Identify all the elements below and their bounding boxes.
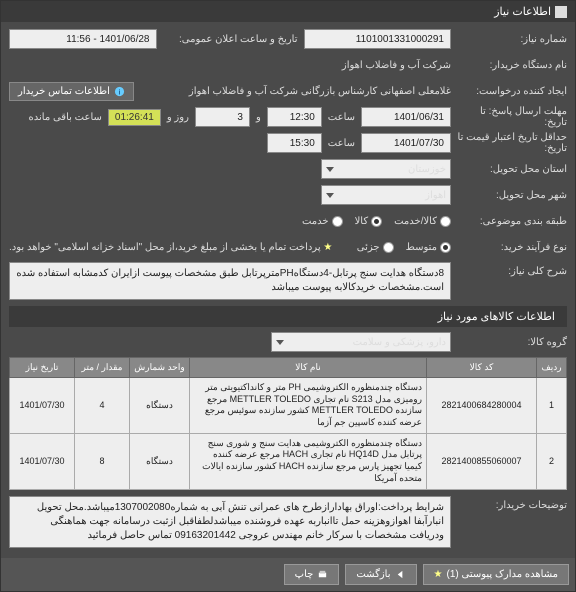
class-label: طبقه بندی موضوعی: [457, 216, 567, 227]
cell-unit: دستگاه [130, 433, 190, 489]
proc-label: نوع فرآیند خرید: [457, 242, 567, 253]
attach-label: مشاهده مدارک پیوستی (1) [446, 569, 558, 580]
title-text: اطلاعات نیاز [494, 5, 551, 18]
print-button[interactable]: چاپ [284, 564, 340, 585]
proc-radio-group: متوسط جزئی [357, 242, 451, 253]
opt1-label: کالا/خدمت [394, 216, 437, 227]
th-date: تاریخ نیاز [10, 358, 75, 378]
table-row: 22821400855060007دستگاه چندمنظوره الکترو… [10, 433, 567, 489]
buyer-desc-label: توضیحات خریدار: [457, 496, 567, 511]
attachments-button[interactable]: مشاهده مدارک پیوستی (1) ★ [423, 564, 570, 585]
proc2-label: جزئی [357, 242, 380, 253]
city-value: اهواز [425, 190, 446, 201]
deadline-date: 1401/06/31 [361, 107, 451, 127]
cell-unit: دستگاه [130, 378, 190, 434]
desc-textarea[interactable]: 8دستگاه هدایت سنج پرتابل-4دستگاهPHمترپرت… [9, 262, 451, 300]
cell-qty: 4 [75, 378, 130, 434]
cell-date: 1401/07/30 [10, 433, 75, 489]
form-content: شماره نیاز: 1101001331000291 تاریخ و ساع… [1, 22, 575, 558]
table-header-row: ردیف کد کالا نام کالا واحد شمارش مقدار /… [10, 358, 567, 378]
back-button[interactable]: بازگشت [345, 564, 416, 585]
radio-service[interactable] [332, 216, 343, 227]
contact-buyer-button[interactable]: i اطلاعات تماس خریدار [9, 82, 134, 101]
req-num-label: شماره نیاز: [457, 34, 567, 45]
days-value: 3 [195, 107, 250, 127]
chevron-down-icon [326, 167, 334, 172]
cell-code: 2821400684280004 [427, 378, 537, 434]
chevron-down-icon [326, 193, 334, 198]
cell-date: 1401/07/30 [10, 378, 75, 434]
buyer-org-value: شرکت آب و فاضلاب اهواز [342, 60, 451, 71]
th-unit: واحد شمارش [130, 358, 190, 378]
radio-medium[interactable] [440, 242, 451, 253]
province-value: خوزستان [408, 164, 446, 175]
group-select[interactable]: دارو، پزشکی و سلامت [271, 332, 451, 352]
creator-value: غلامعلی اصفهانی کارشناس بازرگانی شرکت آب… [140, 86, 451, 97]
creator-label: ایجاد کننده درخواست: [457, 86, 567, 97]
deadline-label: مهلت ارسال پاسخ: تا تاریخ: [457, 106, 567, 128]
valid-date: 1401/07/30 [361, 133, 451, 153]
opt3-label: خدمت [302, 216, 329, 227]
days-and-label: روز و [167, 112, 189, 123]
buyer-org-label: نام دستگاه خریدار: [457, 60, 567, 71]
radio-minor[interactable] [383, 242, 394, 253]
table-row: 12821400684280004دستگاه چندمنظوره الکترو… [10, 378, 567, 434]
back-label: بازگشت [356, 569, 390, 580]
opt2-label: کالا [355, 216, 369, 227]
desc-label: شرح کلی نیاز: [457, 262, 567, 277]
buyer-desc-textarea[interactable]: شرایط پرداخت:اوراق بهادارازطرح های عمران… [9, 496, 451, 548]
window-icon [555, 6, 567, 18]
req-num-value: 1101001331000291 [304, 29, 452, 49]
and-label: و [256, 112, 261, 123]
th-qty: مقدار / متر [75, 358, 130, 378]
pay-note-text: پرداخت تمام یا بخشی از مبلغ خرید،از محل … [9, 242, 321, 253]
chevron-down-icon [276, 340, 284, 345]
class-radio-group: کالا/خدمت کالا خدمت [302, 216, 451, 227]
title-bar: اطلاعات نیاز [1, 1, 575, 22]
announce-label: تاریخ و ساعت اعلان عمومی: [163, 34, 298, 45]
announce-value: 1401/06/28 - 11:56 [9, 29, 157, 49]
th-code: کد کالا [427, 358, 537, 378]
cell-qty: 8 [75, 433, 130, 489]
group-label: گروه کالا: [457, 337, 567, 348]
th-name: نام کالا [190, 358, 427, 378]
city-label: شهر محل تحویل: [457, 190, 567, 201]
countdown-timer: 01:26:41 [108, 109, 161, 126]
items-section-header: اطلاعات کالاهای مورد نیاز [9, 306, 567, 327]
contact-btn-label: اطلاعات تماس خریدار [18, 86, 110, 97]
valid-label: حداقل تاریخ اعتبار قیمت تا تاریخ: [457, 132, 567, 154]
remain-label: ساعت باقی مانده [29, 112, 102, 123]
city-select[interactable]: اهواز [321, 185, 451, 205]
province-label: استان محل تحویل: [457, 164, 567, 175]
time-label-1: ساعت [328, 112, 355, 123]
province-select[interactable]: خوزستان [321, 159, 451, 179]
payment-note: ★ پرداخت تمام یا بخشی از مبلغ خرید،از مح… [9, 242, 332, 253]
time-label-2: ساعت [328, 138, 355, 149]
info-icon: i [114, 86, 125, 97]
radio-goods[interactable] [371, 216, 382, 227]
cell-num: 1 [537, 378, 567, 434]
back-icon [395, 569, 406, 580]
proc1-label: متوسط [406, 242, 437, 253]
print-label: چاپ [295, 569, 314, 580]
items-header-text: اطلاعات کالاهای مورد نیاز [438, 310, 555, 323]
cell-num: 2 [537, 433, 567, 489]
cell-code: 2821400855060007 [427, 433, 537, 489]
cell-name: دستگاه چندمنظوره الکتروشیمی PH متر و کان… [190, 378, 427, 434]
th-num: ردیف [537, 358, 567, 378]
valid-time: 15:30 [267, 133, 322, 153]
bottom-bar: مشاهده مدارک پیوستی (1) ★ بازگشت چاپ [1, 558, 575, 591]
group-value: دارو، پزشکی و سلامت [353, 337, 446, 348]
radio-goods-service[interactable] [440, 216, 451, 227]
cell-name: دستگاه چندمنظوره الکتروشیمی هدایت سنج و … [190, 433, 427, 489]
print-icon [317, 569, 328, 580]
deadline-time: 12:30 [267, 107, 322, 127]
items-table: ردیف کد کالا نام کالا واحد شمارش مقدار /… [9, 357, 567, 490]
